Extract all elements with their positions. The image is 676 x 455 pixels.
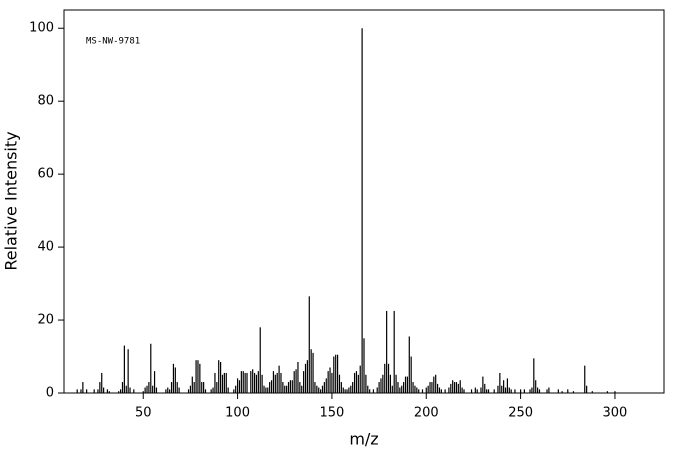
- x-tick-label: 300: [603, 406, 628, 421]
- x-tick-label: 200: [414, 406, 439, 421]
- x-tick-label: 150: [320, 406, 345, 421]
- y-axis-label: Relative Intensity: [2, 131, 21, 270]
- y-tick-label: 60: [37, 167, 54, 182]
- plot-frame: [63, 9, 665, 394]
- x-tick-label: 100: [225, 406, 250, 421]
- y-tick-label: 20: [37, 313, 54, 328]
- y-tick-label: 40: [37, 240, 54, 255]
- y-tick-label: 100: [29, 21, 54, 36]
- y-tick-label: 80: [37, 94, 54, 109]
- x-axis-label: m/z: [349, 430, 378, 449]
- x-tick-label: 250: [508, 406, 533, 421]
- y-tick-label: 0: [46, 386, 54, 401]
- annotation: MS-NW-9781: [86, 37, 140, 47]
- x-tick-label: 50: [135, 406, 152, 421]
